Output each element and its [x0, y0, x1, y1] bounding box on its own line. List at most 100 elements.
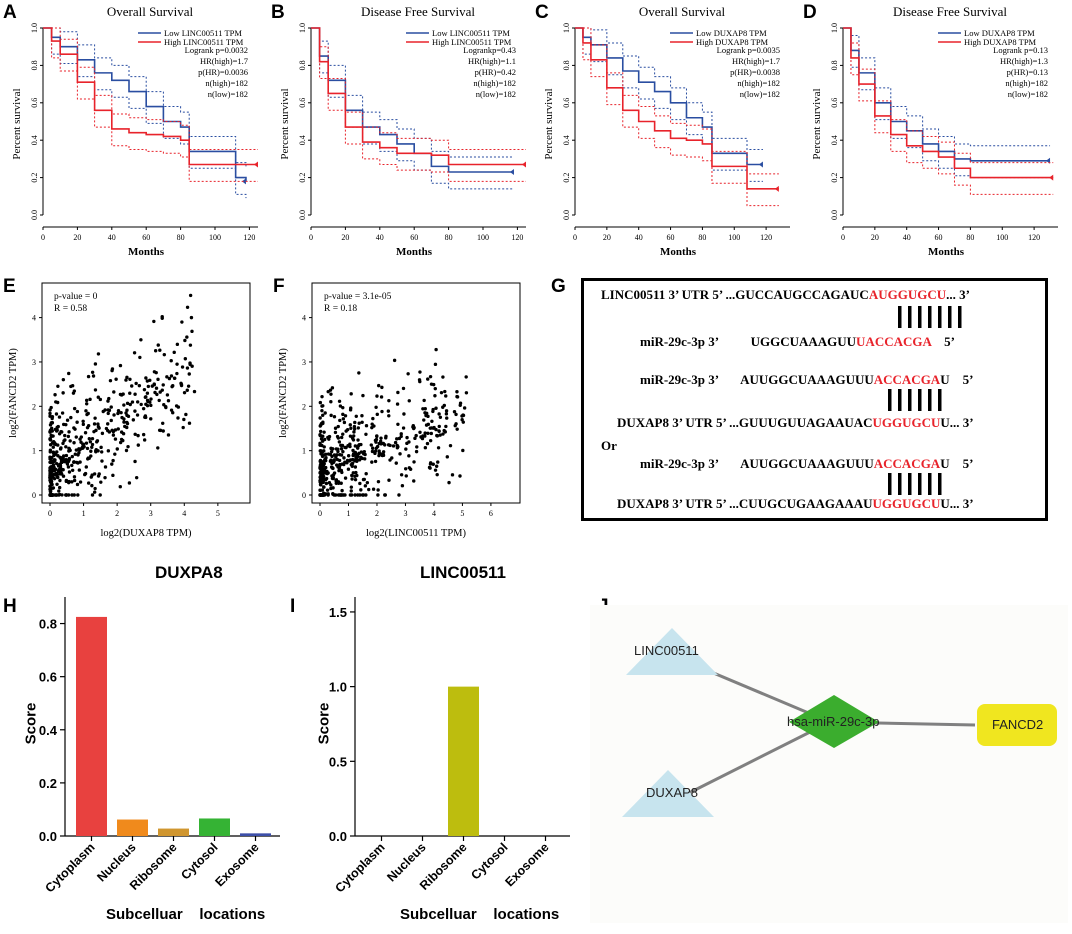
km-ytick-label: 0.8 — [562, 60, 571, 70]
scatter-point — [142, 387, 147, 392]
scatter-point — [443, 389, 447, 394]
scatter-point — [412, 479, 416, 483]
km-stat: p(HR)=0.0038 — [730, 67, 780, 77]
mir-29c-node — [789, 695, 879, 748]
scatter-point — [433, 362, 438, 367]
scatter-point — [96, 352, 101, 356]
seq-line-linc00511: LINC00511 3’ UTR 5’ ...GUCCAUGCCAGAUCAUG… — [601, 287, 970, 302]
scatter-point — [414, 449, 419, 454]
scatter-point — [361, 393, 365, 398]
scatter-point — [426, 422, 431, 427]
scatter-point — [376, 493, 380, 497]
scatter-point — [51, 463, 56, 467]
panel-letter-h: H — [3, 596, 17, 617]
scatter-point — [434, 406, 438, 410]
km-ytick-label: 0.4 — [562, 135, 571, 145]
scatter-point — [135, 400, 140, 404]
scatter-point — [329, 449, 334, 454]
scatter-point — [111, 433, 116, 437]
scatter-point — [133, 409, 137, 413]
scatter-point — [162, 403, 166, 407]
scatter-point — [336, 424, 340, 429]
km-xtick-label: 120 — [760, 233, 772, 242]
seq-line-mir-3: miR-29c-3p 3’ AUUGGCUAAAGUUUACCACGAU 5’ — [640, 456, 974, 471]
scatter-point — [350, 473, 354, 478]
scatter-point — [362, 449, 367, 454]
km-legend-label: Low DUXAP8 TPM — [964, 28, 1035, 38]
km-stat: Logrank p=0.0035 — [717, 45, 780, 55]
scatter-point — [341, 432, 345, 436]
scatter-point — [128, 402, 132, 407]
scatter-point — [119, 410, 123, 415]
scatter-point — [49, 426, 54, 431]
scatter-point — [404, 447, 408, 451]
scatter-point — [185, 335, 189, 339]
scatter-point — [141, 406, 146, 411]
scatter-point — [148, 400, 152, 404]
fancd2-node — [977, 704, 1057, 746]
scatter-point — [360, 456, 364, 461]
km-panel-c: C Overall Survival Percent survival Months 0… — [532, 0, 800, 270]
scatter-point — [439, 390, 444, 395]
scatter-plot-f: 0 1 2 3 4 5 6 0 1 2 3 4 p-value = 3.1e-05 R = 0.18 log… — [278, 282, 521, 539]
scatter-point — [78, 480, 83, 484]
scatter-point — [387, 478, 391, 482]
scatter-point — [98, 397, 103, 402]
scatter-point — [331, 447, 335, 451]
scatter-point — [339, 453, 344, 457]
scatter-point — [89, 475, 93, 479]
scatter-ylabel: log2(FANCD2 TPM) — [278, 348, 289, 438]
scatter-point — [94, 449, 98, 453]
scatter-point — [360, 414, 364, 418]
scatter-point — [318, 476, 323, 480]
scatter-point — [333, 430, 338, 435]
km-end-marker-high — [774, 185, 779, 192]
scatter-point — [330, 466, 335, 470]
scatter-point — [357, 421, 361, 425]
scatter-point — [57, 485, 62, 490]
scatter-point — [379, 395, 384, 399]
bar-ytick-label: 0.0 — [39, 829, 57, 844]
scatter-point — [402, 412, 406, 416]
scatter-point — [50, 429, 54, 433]
scatter-point — [52, 442, 57, 446]
scatter-point — [437, 429, 441, 433]
scatter-point — [106, 422, 110, 426]
scatter-point — [128, 377, 132, 381]
scatter-point — [109, 418, 113, 423]
bar-cytoplasm — [76, 616, 107, 836]
scatter-point — [321, 463, 326, 468]
scatter-point — [106, 449, 111, 453]
scatter-point — [86, 481, 91, 485]
scatter-point — [96, 425, 101, 429]
scatter-point — [454, 412, 458, 417]
scatter-point — [464, 375, 468, 379]
scatter-point — [95, 440, 99, 444]
scatter-point — [341, 449, 345, 454]
scatter-point — [132, 351, 137, 355]
scatter-point — [412, 460, 416, 464]
km-ytick-label: 0.6 — [830, 98, 839, 108]
scatter-point — [353, 444, 358, 448]
km-ytick-label: 0.2 — [298, 173, 307, 183]
scatter-point — [69, 384, 73, 389]
scatter-point — [111, 473, 115, 478]
scatter-point — [76, 461, 80, 465]
scatter-point — [180, 365, 185, 369]
scatter-point — [58, 478, 62, 483]
scatter-point — [93, 486, 97, 491]
scatter-point — [188, 361, 192, 365]
scatter-plot-e: 0 1 2 3 4 5 0 1 2 3 4 p-value = 0 R = 0.58 log2(DUXAP… — [8, 282, 251, 539]
scatter-point — [403, 467, 408, 471]
scatter-point — [53, 393, 57, 397]
scatter-point — [325, 488, 330, 492]
scatter-point — [176, 416, 180, 420]
scatter-point — [332, 415, 337, 419]
scatter-point — [377, 449, 381, 453]
bar-ribosome — [158, 828, 189, 836]
scatter-point — [351, 471, 355, 475]
scatter-point — [170, 384, 174, 389]
scatter-point — [349, 392, 353, 396]
km-xtick-label: 80 — [698, 233, 706, 242]
km-xtick-label: 20 — [871, 233, 879, 242]
